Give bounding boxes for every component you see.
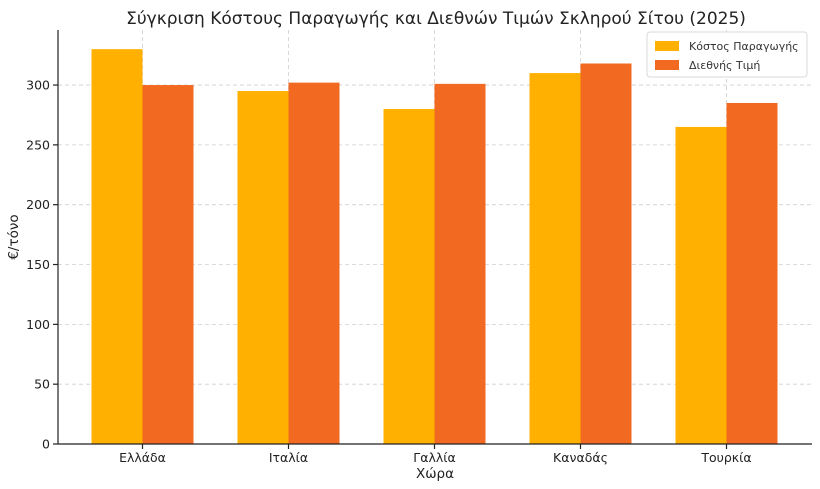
legend-swatch	[655, 41, 679, 51]
bar-price-2	[434, 83, 486, 444]
y-tick-label: 100	[26, 317, 50, 332]
bar-cost-4	[675, 126, 727, 445]
legend-swatch	[655, 60, 679, 70]
bar-cost-3	[529, 73, 581, 445]
x-tick-label: Ελλάδα	[119, 450, 166, 465]
bar-price-0	[142, 85, 194, 444]
y-tick-label: 0	[42, 437, 50, 452]
y-tick-label: 50	[34, 377, 50, 392]
x-tick-label: Τουρκία	[700, 450, 751, 465]
bar-price-4	[726, 102, 778, 445]
x-axis-label: Χώρα	[416, 466, 454, 482]
y-tick-label: 200	[26, 197, 50, 212]
bar-cost-0	[91, 49, 143, 445]
y-tick-label: 150	[26, 257, 50, 272]
x-tick-label: Καναδάς	[553, 450, 608, 465]
x-tick-label: Γαλλία	[413, 450, 455, 465]
y-axis-ticks: 0 50 100 150 200 250 300	[26, 78, 58, 452]
legend-box	[646, 31, 808, 78]
legend-label: Διεθνής Τιμή	[689, 59, 760, 72]
y-tick-label: 300	[26, 78, 50, 93]
y-tick-label: 250	[26, 137, 50, 152]
legend-label: Κόστος Παραγωγής	[689, 40, 799, 53]
legend: Κόστος Παραγωγής Διεθνής Τιμή	[646, 31, 808, 78]
x-axis-ticks: Ελλάδα Ιταλία Γαλλία Καναδάς Τουρκία	[119, 444, 752, 465]
bars	[91, 49, 778, 445]
bar-cost-2	[383, 108, 435, 444]
bar-cost-1	[237, 91, 289, 444]
bar-price-1	[288, 82, 340, 444]
bar-price-3	[580, 63, 632, 444]
y-axis-label: €/τόνο	[6, 214, 22, 259]
chart-title: Σύγκριση Κόστους Παραγωγής και Διεθνών Τ…	[126, 9, 746, 29]
x-tick-label: Ιταλία	[269, 450, 308, 465]
